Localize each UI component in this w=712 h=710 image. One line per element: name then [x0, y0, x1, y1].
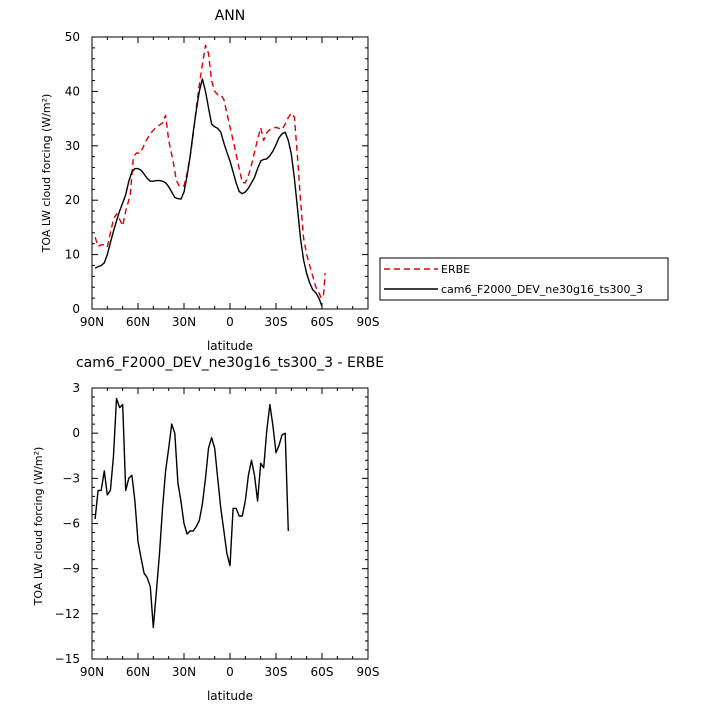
top-chart: ANN latitude TOA LW cloud forcing (W/m²)…	[40, 8, 379, 353]
y-tick-label: 40	[65, 84, 80, 98]
x-tick-label: 60N	[126, 315, 150, 329]
series-line-1	[94, 78, 323, 307]
y-tick-label: 0	[72, 426, 80, 440]
bottom-chart: cam6_F2000_DEV_ne30g16_ts300_3 - ERBE la…	[32, 355, 384, 703]
y-tick-label: 0	[72, 302, 80, 316]
plot-area: 90N 60N 30N 0 30S 60S 90S 0 10 20 30 40 50	[65, 30, 380, 329]
y-tick-label: −9	[62, 562, 80, 576]
y-tick-label: 10	[65, 248, 80, 262]
plot-area: 90N 60N 30N 0 30S 60S 90S 3 0 −3 −6 −9 −12 −15	[55, 381, 380, 679]
x-tick-label: 0	[226, 315, 234, 329]
y-tick-label: −12	[55, 607, 80, 621]
x-tick-label: 0	[226, 665, 234, 679]
y-tick-label: −3	[62, 471, 80, 485]
y-axis-label: TOA LW cloud forcing (W/m²)	[40, 94, 53, 254]
x-tick-label: 30S	[265, 315, 288, 329]
x-tick-label: 30S	[265, 665, 288, 679]
x-tick-label: 30N	[172, 315, 196, 329]
y-tick-label: −6	[62, 517, 80, 531]
y-tick-label: 20	[65, 193, 80, 207]
x-tick-label: 30N	[172, 665, 196, 679]
y-tick-label: −15	[55, 652, 80, 666]
series-line-0	[94, 44, 326, 299]
plot-frame	[91, 387, 369, 660]
y-tick-label: 3	[72, 381, 80, 395]
x-tick-label: 60S	[311, 665, 334, 679]
legend: ERBE cam6_F2000_DEV_ne30g16_ts300_3	[379, 257, 669, 301]
legend-label-erbe: ERBE	[441, 263, 470, 276]
x-tick-label: 60S	[311, 315, 334, 329]
chart-title: ANN	[215, 8, 246, 24]
x-tick-label: 60N	[126, 665, 150, 679]
y-tick-label: 50	[65, 30, 80, 44]
chart-title: cam6_F2000_DEV_ne30g16_ts300_3 - ERBE	[76, 355, 384, 371]
y-tick-label: 30	[65, 139, 80, 153]
legend-label-cam6: cam6_F2000_DEV_ne30g16_ts300_3	[441, 283, 643, 296]
x-tick-label: 90S	[357, 665, 380, 679]
x-tick-label: 90S	[357, 315, 380, 329]
series-line-0	[94, 397, 289, 629]
y-axis-label: TOA LW cloud forcing (W/m²)	[32, 447, 45, 607]
x-tick-label: 90N	[80, 315, 104, 329]
legend-box	[379, 257, 669, 301]
x-tick-label: 90N	[80, 665, 104, 679]
x-axis-label: latitude	[207, 339, 253, 353]
plot-frame	[91, 36, 369, 310]
x-axis-label: latitude	[207, 689, 253, 703]
